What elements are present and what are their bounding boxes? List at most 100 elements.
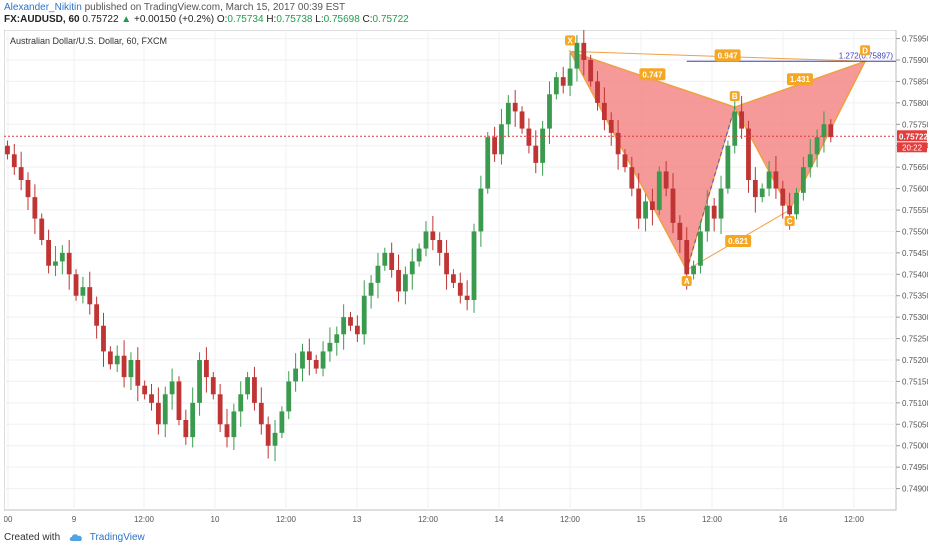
pattern-point-d-label: D [862,46,868,55]
candle-body [691,265,696,275]
candle-body [382,252,388,266]
ratio-bd-label: 1.431 [790,75,811,84]
pattern-point-a-badge [681,276,692,286]
candle-body [416,248,422,262]
candle-body [396,270,401,292]
tradingview-cloud-icon [69,534,82,541]
x-tick-label: 16 [779,515,788,524]
candle-body [5,145,10,155]
candle-body [389,252,395,270]
last-price: 0.75722 [82,14,119,25]
candle-body [300,351,305,369]
candle-body [409,261,415,275]
candle-body [155,402,161,425]
candle-body [245,377,250,395]
tradingview-brand[interactable]: TradingView [89,532,145,543]
candle-body [677,222,683,240]
candle-body [437,240,443,253]
pattern-ab-dashed [686,107,736,271]
candle-body [773,171,779,189]
x-tick-label: 12:00 [418,515,439,524]
candle-body [210,377,216,395]
candle-body [485,137,491,189]
pattern-point-a-label: A [684,277,690,286]
candle-body [80,287,86,296]
candle-body [87,287,93,305]
candle-body [451,274,456,283]
candle-body [684,240,690,275]
candle-body [217,394,223,425]
candle-body [636,188,642,219]
candle-body [190,402,196,438]
candle-body [114,355,120,365]
x-tick-label: 10 [211,515,220,524]
candle-body [197,360,202,403]
candle-body [759,188,765,198]
close-label: C: [362,14,373,25]
candle-body [306,351,312,360]
x-tick-label: 9 [72,515,77,524]
candle-body [94,304,100,326]
ratio-xd-label: 0.947 [718,51,739,60]
close-value: 0.75722 [372,14,409,25]
high-value: 0.75738 [276,14,313,25]
candle-body [478,188,484,232]
pattern-point-b-label: B [732,92,738,101]
x-tick-label: 12:00 [276,515,297,524]
candle-body [368,282,374,296]
candle-body [293,368,299,382]
candle-body [533,145,539,163]
ratio-bd-label-badge [786,73,813,86]
candle-body [73,274,79,296]
candle-body [643,201,648,219]
countdown-badge [897,142,927,153]
x-tick-label: 12:00 [702,515,723,524]
candle-body [149,394,154,403]
pattern-point-c-badge [784,216,795,226]
candle-body [18,167,24,180]
candle-body [670,188,676,223]
candle-body [814,137,820,155]
candle-body [629,167,635,189]
candle-body [588,60,594,82]
candle-body [746,128,751,180]
countdown-label: 20:22 [902,143,923,152]
open-value: 0.75734 [227,14,264,25]
candle-body [265,424,271,446]
author-link[interactable]: Alexander_Nikitin [4,2,82,13]
pattern-point-x-badge [565,35,576,46]
candle-body [279,411,285,433]
candle-body [46,240,52,266]
ratio-xb-label: 0.747 [642,70,663,79]
last-price-label: 0.75722 [899,132,928,141]
last-price-badge [897,130,927,142]
candle-body [252,377,257,403]
candle-body [238,394,244,412]
candle-body [341,317,347,335]
created-with-label: Created with [4,532,61,543]
candle-body [471,231,477,300]
candle-body [66,252,72,275]
candle-body [25,180,31,198]
candle-body [526,128,532,146]
candle-body [725,145,731,189]
candle-body [787,205,793,215]
candle-body [402,274,408,292]
candle-body [327,342,333,352]
candle-body [142,385,148,395]
candle-body [698,231,703,266]
candle-body [732,111,738,146]
ratio-xd-label-badge [714,49,741,62]
candle-body [334,334,340,343]
pattern-point-c-label: C [787,217,793,226]
